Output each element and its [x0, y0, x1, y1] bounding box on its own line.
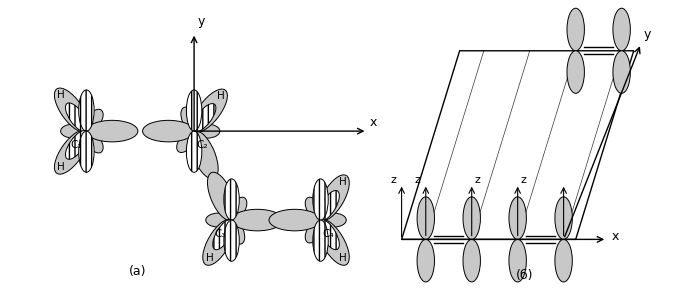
Ellipse shape [224, 220, 239, 261]
Ellipse shape [463, 197, 480, 239]
Ellipse shape [212, 220, 234, 250]
Text: x: x [370, 116, 377, 129]
Ellipse shape [228, 220, 244, 244]
Ellipse shape [555, 197, 572, 239]
Ellipse shape [317, 219, 349, 265]
Text: H: H [57, 162, 65, 172]
Ellipse shape [187, 131, 202, 172]
Ellipse shape [417, 197, 434, 239]
Text: C₃: C₃ [215, 229, 226, 239]
Ellipse shape [54, 130, 89, 174]
Text: y: y [198, 15, 205, 28]
Text: (a): (a) [129, 265, 146, 278]
Text: H: H [206, 253, 213, 263]
Ellipse shape [206, 213, 232, 227]
Ellipse shape [305, 219, 323, 243]
Ellipse shape [509, 239, 526, 282]
Ellipse shape [224, 179, 239, 220]
Ellipse shape [321, 213, 346, 227]
Ellipse shape [567, 51, 584, 93]
Ellipse shape [193, 104, 216, 132]
Ellipse shape [269, 209, 321, 231]
Text: C₄: C₄ [323, 229, 334, 239]
Ellipse shape [317, 175, 349, 221]
Ellipse shape [142, 120, 194, 142]
Ellipse shape [187, 90, 202, 131]
Text: C₁: C₁ [70, 140, 82, 150]
Ellipse shape [192, 89, 227, 132]
Ellipse shape [61, 124, 86, 138]
Ellipse shape [84, 130, 103, 153]
Ellipse shape [509, 197, 526, 239]
Text: x: x [612, 230, 619, 243]
Ellipse shape [181, 107, 197, 131]
Text: (б): (б) [516, 269, 534, 282]
Ellipse shape [65, 103, 88, 132]
Text: C₂: C₂ [196, 140, 208, 150]
Ellipse shape [194, 124, 220, 138]
Text: z: z [414, 176, 420, 185]
Ellipse shape [65, 130, 88, 159]
Ellipse shape [229, 197, 247, 221]
Ellipse shape [567, 8, 584, 51]
Text: H: H [57, 90, 65, 100]
Ellipse shape [613, 8, 631, 51]
Ellipse shape [319, 191, 339, 220]
Ellipse shape [463, 239, 480, 282]
Ellipse shape [84, 109, 103, 132]
Text: z: z [520, 176, 526, 185]
Ellipse shape [232, 209, 283, 231]
Text: H: H [338, 253, 347, 263]
Ellipse shape [305, 197, 323, 221]
Ellipse shape [208, 172, 236, 220]
Ellipse shape [79, 90, 94, 131]
Ellipse shape [313, 179, 328, 220]
Text: y: y [644, 28, 651, 41]
Ellipse shape [319, 220, 339, 250]
Ellipse shape [613, 51, 631, 93]
Ellipse shape [417, 239, 434, 282]
Ellipse shape [177, 130, 196, 153]
Ellipse shape [203, 219, 234, 265]
Ellipse shape [54, 88, 89, 132]
Text: z: z [391, 176, 397, 185]
Text: H: H [217, 91, 225, 101]
Ellipse shape [555, 239, 572, 282]
Ellipse shape [86, 120, 138, 142]
Ellipse shape [79, 131, 94, 172]
Text: H: H [338, 177, 347, 187]
Ellipse shape [190, 131, 218, 179]
Text: z: z [474, 176, 480, 185]
Ellipse shape [313, 220, 328, 261]
